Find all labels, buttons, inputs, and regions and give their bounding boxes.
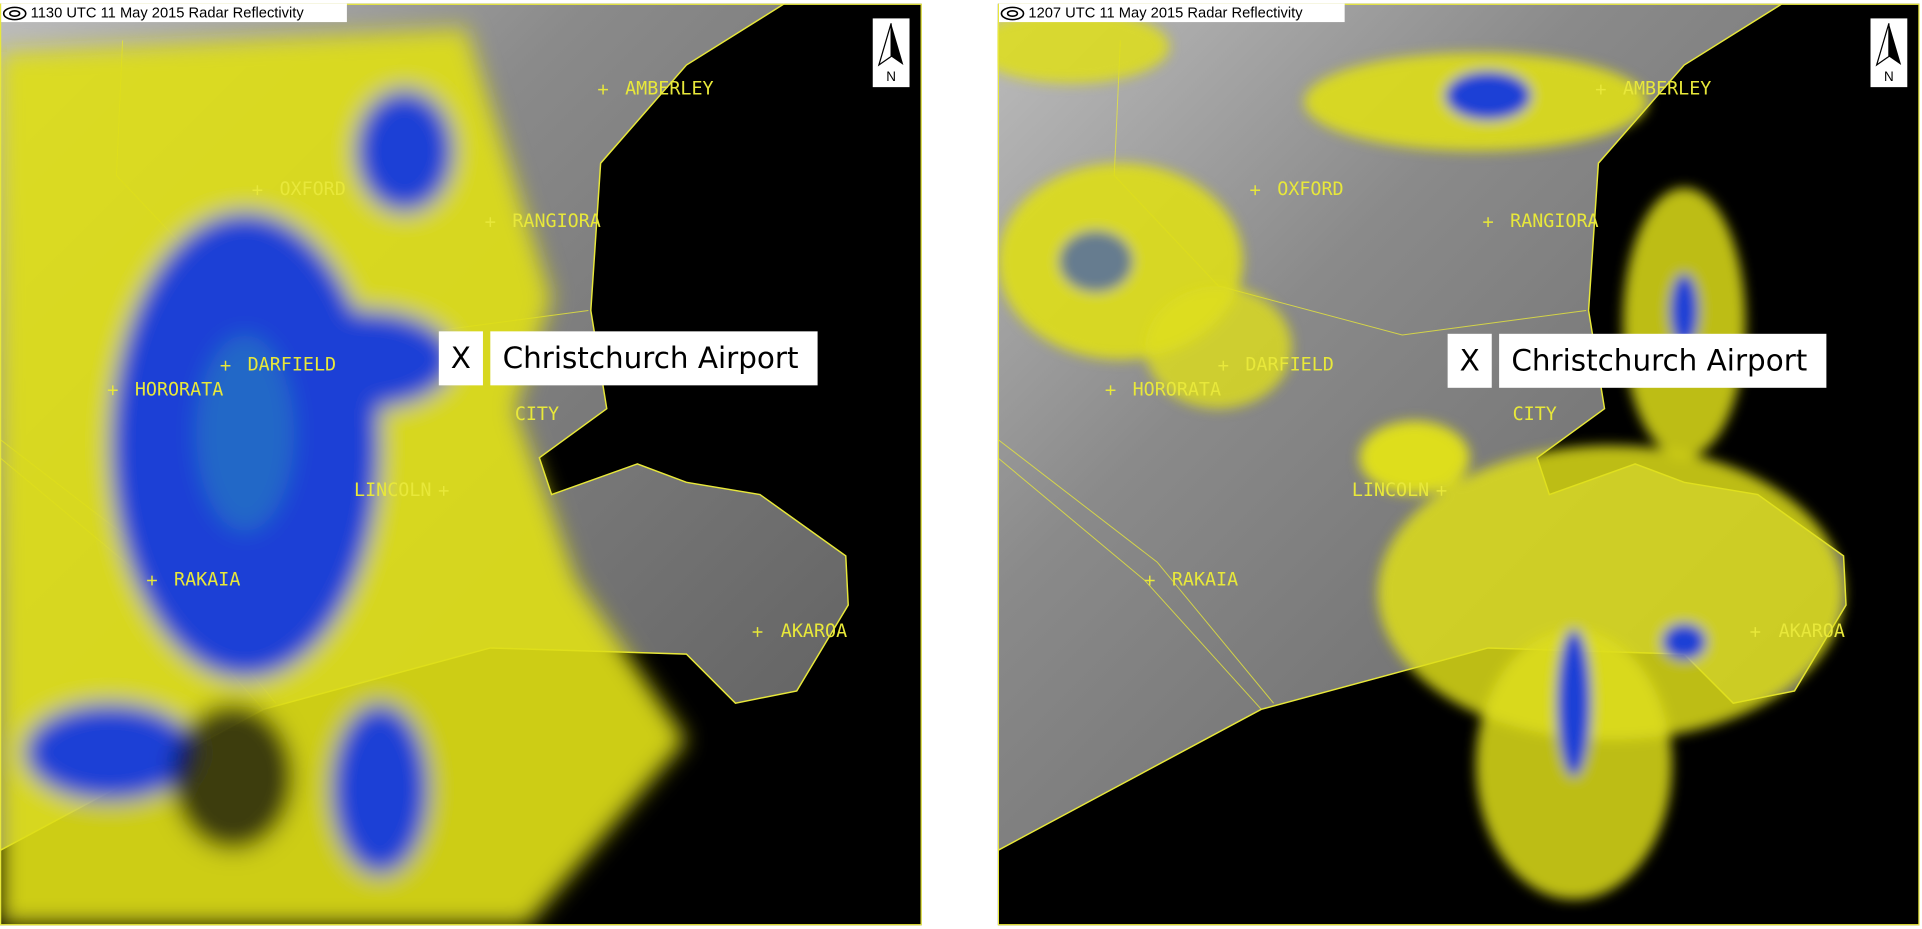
place-label: OXFORD xyxy=(279,179,345,200)
place-label: RAKAIA xyxy=(1172,569,1238,590)
place-marker xyxy=(1250,185,1261,196)
airport-marker-box xyxy=(1447,333,1492,388)
airport-label: Christchurch Airport xyxy=(503,341,799,375)
airport-marker: X xyxy=(451,341,471,375)
place-marker xyxy=(252,185,263,196)
place-label: AKAROA xyxy=(1779,621,1845,642)
airport-marker-box xyxy=(438,331,483,386)
logo-ring xyxy=(2,6,27,21)
place-label: OXFORD xyxy=(1277,179,1343,200)
airport-label-box xyxy=(1499,333,1827,388)
panel-title: 1207 UTC 11 May 2015 Radar Reflectivity xyxy=(1028,5,1303,21)
place-marker xyxy=(1595,84,1606,95)
place-label: CITY xyxy=(1513,404,1557,425)
place-marker xyxy=(147,575,157,586)
place-label: LINCOLN xyxy=(1352,480,1429,501)
airport-marker: X xyxy=(1460,344,1480,378)
place-label: AMBERLEY xyxy=(1623,79,1711,100)
place-label: AKAROA xyxy=(781,621,847,642)
reflectivity xyxy=(0,28,687,926)
logo-ring xyxy=(1006,10,1019,17)
logo-ring xyxy=(9,10,21,17)
logo xyxy=(1000,6,1025,21)
place-marker xyxy=(1750,627,1761,637)
title-background xyxy=(998,3,1345,23)
radar-panel: 1207 UTC 11 May 2015 Radar Reflectivity N… xyxy=(997,3,1920,926)
north-label: N xyxy=(1884,69,1894,84)
place-label: RANGIORA xyxy=(1510,211,1598,232)
place-marker xyxy=(485,217,496,228)
place-marker xyxy=(1218,360,1229,371)
north-label: N xyxy=(886,69,896,84)
logo-ring xyxy=(1000,6,1025,21)
place-label: RAKAIA xyxy=(174,569,240,590)
airport-label: Christchurch Airport xyxy=(1511,344,1807,378)
airport-label-box xyxy=(490,331,818,386)
title-background xyxy=(1,3,347,23)
place-marker xyxy=(598,84,608,95)
place-marker xyxy=(1105,385,1116,396)
place-marker xyxy=(107,385,118,396)
place-label: DARFIELD xyxy=(1245,355,1333,376)
reflectivity xyxy=(997,9,1844,900)
place-marker xyxy=(220,360,231,371)
place-marker xyxy=(1436,485,1447,496)
north-arrow xyxy=(891,23,904,66)
panel-title: 1130 UTC 11 May 2015 Radar Reflectivity xyxy=(31,5,305,21)
north-arrow xyxy=(1888,23,1902,66)
place-label: LINCOLN xyxy=(354,480,431,501)
radar-panel: 1130 UTC 11 May 2015 Radar Reflectivity N… xyxy=(0,3,922,926)
place-label: HORORATA xyxy=(135,379,223,400)
place-label: HORORATA xyxy=(1133,379,1221,400)
place-label: DARFIELD xyxy=(248,355,336,376)
place-marker xyxy=(1144,575,1155,586)
place-marker xyxy=(752,627,763,637)
place-label: RANGIORA xyxy=(512,211,600,232)
place-label: CITY xyxy=(515,404,559,425)
logo xyxy=(2,6,27,21)
place-label: AMBERLEY xyxy=(625,79,713,100)
place-marker xyxy=(1483,217,1493,228)
place-marker xyxy=(438,485,449,496)
